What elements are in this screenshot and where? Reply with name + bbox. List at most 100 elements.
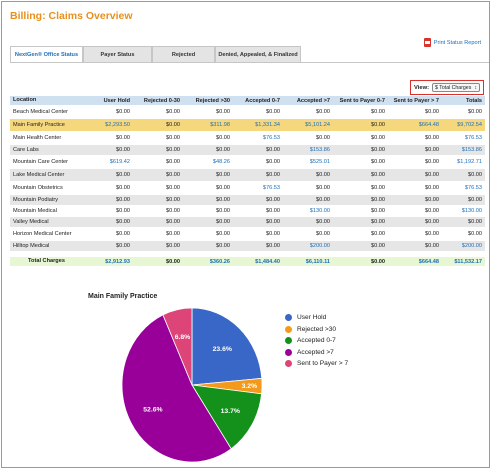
amount-cell: $0.00 [371,172,385,178]
pie-slice-accepted-0-7[interactable] [191,384,262,450]
location-name[interactable]: Mountain Podiatry [13,196,59,203]
amount-cell[interactable]: $153.86 [309,147,330,153]
table-row[interactable]: Mountain Care Center $619.42 $0.00 $48.26 $0… [10,156,485,169]
amount-cell[interactable]: $5,101.24 [305,122,330,128]
column-header-sent-to-payer-0-7[interactable]: Sent to Payer 0-7 [339,97,385,104]
location-name[interactable]: Main Health Center [13,134,62,141]
tab-denied-appealed-finalized[interactable]: Denied, Appealed, & Finalized [215,46,301,62]
pdf-icon [423,38,431,47]
location-name[interactable]: Main Family Practice [13,121,65,128]
location-name[interactable]: Mountain Medical [13,207,57,214]
table-row[interactable]: Lake Medical Center $0.00 $0.00 $0.00 $0.00 $… [10,169,485,182]
print-status-report-link[interactable]: Print Status Report [423,38,481,47]
amount-cell: $0.00 [316,185,330,191]
column-header-sent-to-payer-over-7[interactable]: Sent to Payer > 7 [393,97,439,104]
tab-payer-status[interactable]: Payer Status [83,46,152,62]
column-header-accepted-over-7[interactable]: Accepted >7 [296,97,330,104]
amount-cell: $0.00 [468,197,482,203]
column-header-totals[interactable]: Totals [465,97,482,104]
page-title: Billing: Claims Overview [10,10,133,22]
amount-cell: $0.00 [116,185,130,191]
table-row[interactable]: Care Labs $0.00 $0.00 $0.00 $0.00 $153.86 $0.0… [10,145,485,156]
total-cell: $664.48 [418,258,439,265]
amount-cell[interactable]: $153.86 [461,147,482,153]
amount-cell[interactable]: $9,702.54 [457,122,482,128]
amount-cell: $0.00 [116,208,130,214]
tab-rejected[interactable]: Rejected [152,46,215,62]
pie-slice-label: 13.7% [221,408,240,415]
amount-cell[interactable]: $130.00 [461,208,482,214]
amount-cell: $0.00 [166,219,180,225]
column-header-rejected-over-30[interactable]: Rejected >30 [195,97,230,104]
amount-cell[interactable]: $664.48 [418,122,439,128]
total-cell: $1,484.40 [255,258,280,265]
column-header-user-hold[interactable]: User Hold [103,97,130,104]
amount-cell: $0.00 [371,159,385,165]
amount-cell: $0.00 [316,219,330,225]
pie-slice-label: 52.6% [143,406,162,413]
table-row[interactable]: Mountain Obstetrics $0.00 $0.00 $0.00 $76.53… [10,182,485,195]
amount-cell: $0.00 [371,135,385,141]
amount-cell[interactable]: $48.26 [212,159,230,165]
table-row[interactable]: Main Family Practice $2,293.50 $0.00 $311.9… [10,119,485,132]
amount-cell[interactable]: $525.01 [309,159,330,165]
pie-slice-label: 3.2% [242,383,258,390]
chart-title: Main Family Practice [88,293,158,300]
table-row[interactable]: Beach Medical Center $0.00 $0.00 $0.00 $0.00… [10,106,485,119]
legend-item[interactable]: Rejected >30 [285,324,348,336]
amount-cell: $0.00 [468,172,482,178]
column-header-location[interactable]: Location [13,97,37,104]
amount-cell: $0.00 [468,231,482,237]
location-name[interactable]: Lake Medical Center [13,171,65,178]
legend-label: User Hold [297,314,327,322]
amount-cell: $0.00 [425,208,439,214]
amount-cell[interactable]: $619.42 [109,159,130,165]
total-charges-row: Total Charges $2,912.93 $0.00 $360.26 $1… [10,257,485,267]
amount-cell: $0.00 [216,219,230,225]
amount-cell: $0.00 [425,185,439,191]
amount-cell: $0.00 [166,172,180,178]
location-name[interactable]: Valley Medical [13,218,49,225]
view-dropdown[interactable]: $ Total Charges ↕ [432,83,481,92]
amount-cell[interactable]: $200.00 [461,243,482,249]
legend-item[interactable]: Sent to Payer > 7 [285,358,348,370]
amount-cell[interactable]: $2,293.50 [105,122,130,128]
amount-cell[interactable]: $200.00 [309,243,330,249]
amount-cell[interactable]: $1,192.71 [457,159,482,165]
amount-cell[interactable]: $76.53 [262,135,280,141]
location-name[interactable]: Beach Medical Center [13,108,69,115]
table-row[interactable]: Valley Medical $0.00 $0.00 $0.00 $0.00 $0.00 $… [10,217,485,228]
amount-cell: $0.00 [371,208,385,214]
amount-cell: $0.00 [116,135,130,141]
amount-cell[interactable]: $76.53 [464,135,482,141]
amount-cell[interactable]: $76.53 [464,185,482,191]
location-name[interactable]: Care Labs [13,146,39,153]
location-name[interactable]: Hilltop Medical [13,242,50,249]
amount-cell[interactable]: $311.98 [210,122,230,128]
column-header-accepted-0-7[interactable]: Accepted 0-7 [245,97,280,104]
tab-nextgen-office-status[interactable]: NextGen® Office Status [10,46,83,62]
table-row[interactable]: Hilltop Medical $0.00 $0.00 $0.00 $0.00 $200.… [10,241,485,252]
amount-cell: $0.00 [425,159,439,165]
pie-slice-user-hold[interactable] [191,307,263,386]
amount-cell[interactable]: $1,331.34 [255,122,280,128]
amount-cell: $0.00 [116,243,130,249]
amount-cell[interactable]: $76.53 [262,185,280,191]
amount-cell: $0.00 [425,197,439,203]
location-name[interactable]: Mountain Obstetrics [13,184,63,191]
table-row[interactable]: Mountain Podiatry $0.00 $0.00 $0.00 $0.00 $0.… [10,195,485,206]
amount-cell: $0.00 [316,135,330,141]
table-row[interactable]: Main Health Center $0.00 $0.00 $0.00 $76.53 $… [10,132,485,145]
column-header-rejected-0-30[interactable]: Rejected 0-30 [143,97,180,104]
pie-slice-sent-to-payer-7[interactable] [162,307,193,386]
legend-label: Sent to Payer > 7 [297,360,349,368]
pie-slice-accepted-7[interactable] [121,314,232,463]
legend-item[interactable]: Accepted >7 [285,347,348,359]
table-row[interactable]: Mountain Medical $0.00 $0.00 $0.00 $0.00 $130… [10,206,485,217]
location-name[interactable]: Horizon Medical Center [13,230,72,237]
legend-item[interactable]: Accepted 0-7 [285,335,348,347]
table-row[interactable]: Horizon Medical Center $0.00 $0.00 $0.00 $0.… [10,228,485,241]
amount-cell[interactable]: $130.00 [309,208,330,214]
location-name[interactable]: Mountain Care Center [13,158,69,165]
legend-item[interactable]: User Hold [285,312,348,324]
